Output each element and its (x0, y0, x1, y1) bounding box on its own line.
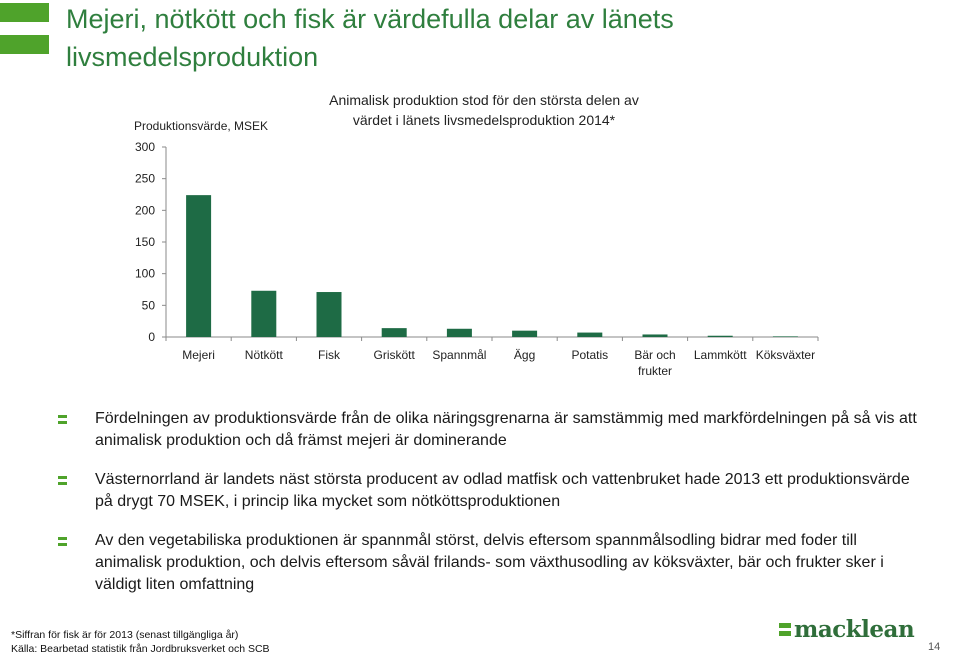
brand-bar-bottom (0, 35, 49, 54)
y-tick-label: 100 (135, 267, 155, 281)
bullet-text: Västernorrland är landets näst största p… (95, 471, 910, 510)
brand-bar-top (0, 3, 49, 22)
x-tick-label: frukter (638, 364, 672, 378)
macklean-logo: macklean (779, 616, 915, 643)
bullet-text: Av den vegetabiliska produktionen är spa… (95, 532, 884, 593)
logo-text: macklean (794, 616, 915, 643)
bar (512, 330, 538, 337)
bar (316, 292, 342, 337)
x-tick-label: Nötkött (245, 348, 284, 362)
x-tick-label: Spannmål (432, 348, 486, 362)
chart-title-line-2: värdet i länets livsmedelsproduktion 201… (352, 112, 616, 128)
y-tick-label: 300 (135, 140, 155, 154)
bullet-list: Fördelningen av produktionsvärde från de… (58, 408, 918, 613)
x-tick-label: Potatis (571, 348, 608, 362)
chart-title-line-1: Animalisk produktion stod för den störst… (329, 92, 639, 108)
bullet-icon (58, 537, 67, 546)
bullet-item: Fördelningen av produktionsvärde från de… (58, 408, 918, 452)
bar-chart: 0 50 100 150 200 250 300 Mejeri Nötkött Fisk Grisk… (135, 140, 819, 378)
bar (642, 334, 668, 337)
bullet-item: Västernorrland är landets näst största p… (58, 469, 918, 513)
bar (707, 335, 733, 337)
y-tick-label: 200 (135, 203, 155, 217)
bar (186, 195, 212, 337)
page-number: 14 (928, 641, 941, 653)
bar (251, 290, 277, 337)
slide-title: Mejeri, nötkött och fisk är värdefulla d… (66, 4, 674, 72)
bullet-item: Av den vegetabiliska produktionen är spa… (58, 530, 918, 596)
footnote-line-2: Källa: Bearbetad statistik från Jordbruk… (11, 643, 270, 655)
footnote-line-1: *Siffran för fisk är för 2013 (senast ti… (11, 629, 239, 641)
chart-title: Animalisk produktion stod för den störst… (284, 90, 684, 130)
bar (381, 328, 407, 337)
y-axis-label: Produktionsvärde, MSEK (134, 119, 269, 133)
logo-mark-icon (779, 623, 791, 636)
bar (772, 336, 798, 337)
bullet-text: Fördelningen av produktionsvärde från de… (95, 410, 917, 449)
y-tick-label: 150 (135, 235, 155, 249)
y-tick-label: 250 (135, 172, 155, 186)
x-tick-label: Mejeri (182, 348, 215, 362)
x-tick-label: Köksväxter (756, 348, 815, 362)
x-tick-label: Griskött (374, 348, 416, 362)
x-tick-label: Fisk (318, 348, 341, 362)
bar (446, 328, 472, 337)
y-tick-label: 0 (148, 330, 155, 344)
bullet-icon (58, 415, 67, 424)
x-tick-label: Bär och (634, 348, 675, 362)
x-tick-label: Ägg (514, 348, 535, 362)
footnote: *Siffran för fisk är för 2013 (senast ti… (11, 628, 270, 656)
bullet-icon (58, 476, 67, 485)
bar (577, 332, 603, 337)
x-tick-label: Lammkött (694, 348, 747, 362)
y-tick-label: 50 (142, 298, 156, 312)
